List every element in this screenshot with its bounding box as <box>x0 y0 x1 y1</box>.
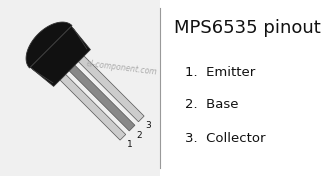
Text: 2: 2 <box>136 131 142 140</box>
Text: 3.  Collector: 3. Collector <box>185 131 266 144</box>
Text: 1: 1 <box>127 140 133 149</box>
Polygon shape <box>78 56 144 122</box>
Text: 1.  Emitter: 1. Emitter <box>185 65 255 78</box>
Text: 3: 3 <box>145 121 151 130</box>
Text: el-component.com: el-component.com <box>85 59 157 77</box>
Polygon shape <box>60 74 126 140</box>
Polygon shape <box>69 65 135 131</box>
Bar <box>160 0 335 176</box>
Polygon shape <box>30 26 90 86</box>
Polygon shape <box>26 22 72 68</box>
Text: MPS6535 pinout: MPS6535 pinout <box>174 19 320 37</box>
Text: 2.  Base: 2. Base <box>185 99 239 112</box>
